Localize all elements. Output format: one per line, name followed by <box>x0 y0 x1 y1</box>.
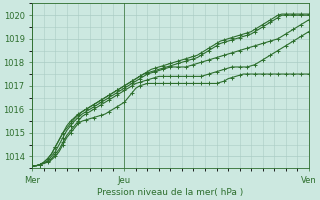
X-axis label: Pression niveau de la mer( hPa ): Pression niveau de la mer( hPa ) <box>97 188 244 197</box>
